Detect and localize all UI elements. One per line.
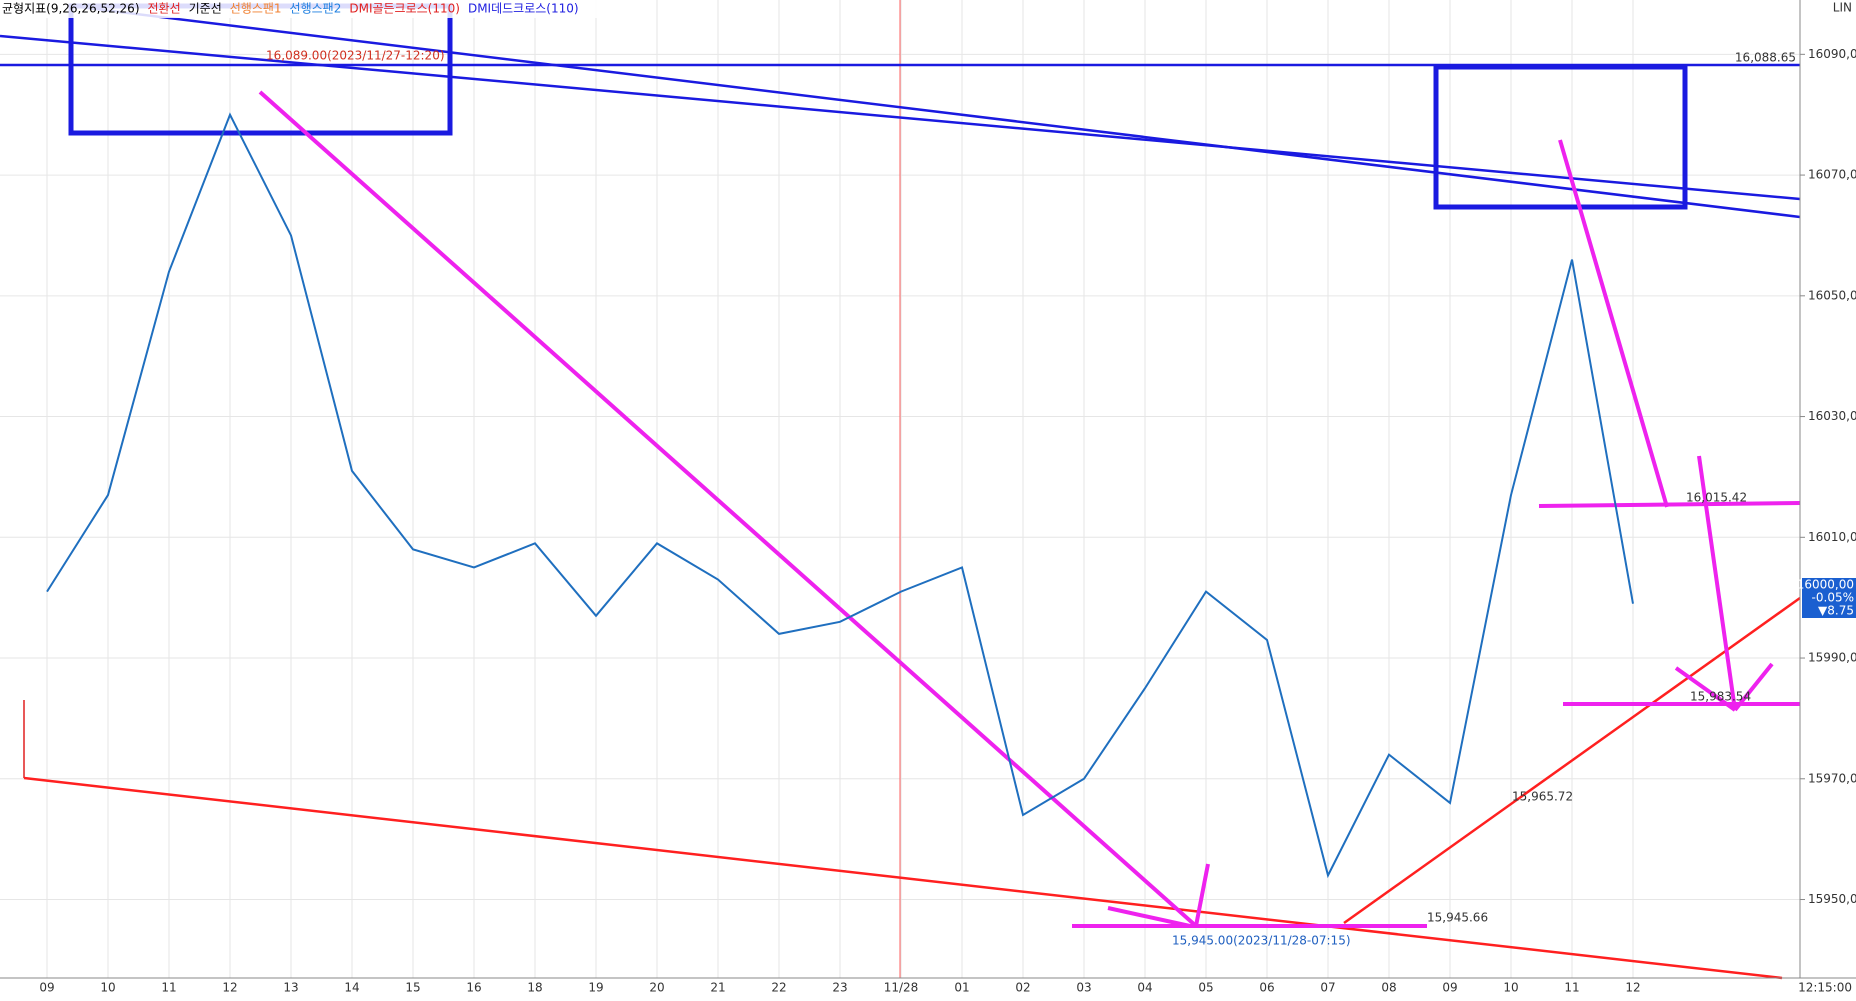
legend: 균형지표(9,26,26,52,26) 전환선 기준선 선행스팬1 선행스팬2 DMI골든… <box>0 0 600 18</box>
arrow <box>1107 906 1191 928</box>
trend-line <box>1343 596 1801 925</box>
x-tick-label: 10 <box>1503 981 1518 995</box>
trend-line <box>1558 139 1669 508</box>
y-tick-label: 15950,00 <box>1808 892 1856 906</box>
annotation: 16,015.42 <box>1686 491 1747 505</box>
price-box <box>1802 578 1856 618</box>
annotation: 15,945.00(2023/11/28-07:15) <box>1172 934 1351 948</box>
x-tick-label: 11 <box>161 981 176 995</box>
y-tick-label: 15990,00 <box>1808 651 1856 665</box>
x-tick-label: 03 <box>1076 981 1091 995</box>
legend-entry: 균형지표(9,26,26,52,26) <box>2 2 140 16</box>
x-tick-label: 16 <box>466 981 481 995</box>
annotation: 15,945.66 <box>1427 911 1488 925</box>
trend-line <box>1538 501 1801 508</box>
x-tick-label: 11 <box>1564 981 1579 995</box>
x-tick-label: 12 <box>1625 981 1640 995</box>
current-price: 16000,00 <box>1797 578 1854 592</box>
arrow <box>1194 863 1210 927</box>
arrow <box>1733 662 1774 712</box>
legend-entry: DMI골든크로스(110) <box>349 2 460 16</box>
x-tick-label: 09 <box>1442 981 1457 995</box>
x-tick-label: 07 <box>1320 981 1335 995</box>
annotation: 15,983.54 <box>1690 690 1751 704</box>
trend-line <box>0 34 1801 201</box>
current-diff: ▼8.75 <box>1818 604 1854 618</box>
y-tick-label: 16010,00 <box>1808 530 1856 544</box>
legend-entry: 선행스팬2 <box>290 1 342 16</box>
x-tick-label: 13 <box>283 981 298 995</box>
x-tick-label: 08 <box>1381 981 1396 995</box>
x-tick-label: 21 <box>710 981 725 995</box>
x-tick-label: 14 <box>344 981 359 995</box>
x-tick-label: 15 <box>405 981 420 995</box>
drawings <box>0 0 1801 980</box>
corner-label: LIN <box>1833 1 1852 15</box>
arrow <box>1674 666 1737 712</box>
y-tick-label: 16050,00 <box>1808 288 1856 302</box>
trend-line <box>1697 455 1737 711</box>
legend-entry: 기준선 <box>189 2 222 16</box>
annotation: 15,965.72 <box>1512 790 1573 804</box>
annotation: 16,089.00(2023/11/27-12:20) <box>266 49 445 63</box>
x-tick-label: 05 <box>1198 981 1213 995</box>
x-tick-label: 11/28 <box>884 981 919 995</box>
annotation: 16,088.65 <box>1735 51 1796 65</box>
legend-entry: 선행스팬1 <box>230 1 282 16</box>
x-tick-label: 22 <box>771 981 786 995</box>
x-tick-label: 18 <box>527 981 542 995</box>
legend-entry: DMI데드크로스(110) <box>468 2 579 16</box>
x-tick-label: 09 <box>39 981 54 995</box>
x-tick-label: 04 <box>1137 981 1152 995</box>
x-tick-label: 01 <box>954 981 969 995</box>
price-line <box>46 112 1634 879</box>
box <box>1433 64 1688 210</box>
x-tick-label: 23 <box>832 981 847 995</box>
x-tick-label: 12 <box>222 981 237 995</box>
legend-bg <box>0 0 600 18</box>
current-change: -0.05% <box>1812 591 1854 605</box>
x-tick-label: 20 <box>649 981 664 995</box>
x-tick-label: 02 <box>1015 981 1030 995</box>
y-tick-label: 16090,00 <box>1808 47 1856 61</box>
y-tick-label: 16030,00 <box>1808 409 1856 423</box>
trend-line <box>70 4 1801 219</box>
x-tick-label: 19 <box>588 981 603 995</box>
x-tick-label: 06 <box>1259 981 1274 995</box>
legend-entry: 전환선 <box>148 2 181 16</box>
time-end-label: 12:15:00 <box>1798 981 1852 995</box>
trend-line <box>258 90 1198 928</box>
x-tick-label: 10 <box>100 981 115 995</box>
y-tick-label: 15970,00 <box>1808 771 1856 785</box>
y-tick-label: 16070,00 <box>1808 168 1856 182</box>
trend-line <box>23 776 1783 980</box>
